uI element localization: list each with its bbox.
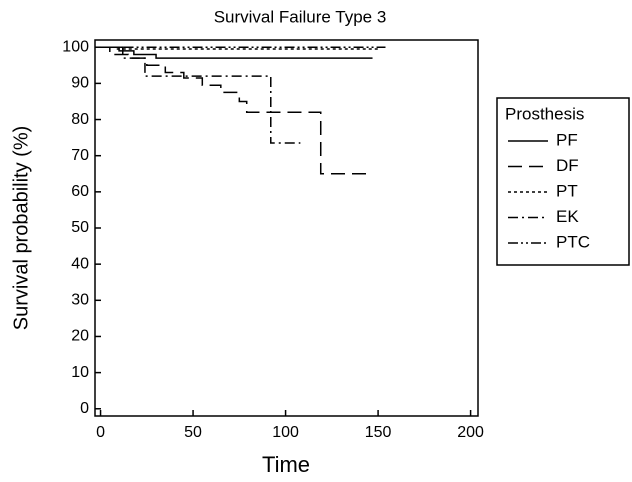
y-tick-label: 60 (71, 183, 89, 200)
x-tick-label: 200 (457, 424, 484, 441)
survival-line (100, 46, 373, 175)
x-tick-label: 50 (184, 424, 202, 441)
y-tick-label: 90 (71, 75, 89, 92)
x-tick-label: 0 (96, 424, 105, 441)
x-tick-label: 150 (365, 424, 392, 441)
x-axis-label: Time (262, 452, 310, 477)
survival-line (100, 46, 301, 144)
y-tick-label: 20 (71, 328, 89, 345)
legend-label: PT (556, 181, 578, 200)
y-tick-label: 50 (71, 219, 89, 236)
y-tick-label: 70 (71, 147, 89, 164)
y-tick-label: 100 (62, 38, 89, 55)
y-tick-label: 10 (71, 364, 89, 381)
plot-frame (94, 39, 479, 417)
chart-title: Survival Failure Type 3 (214, 7, 387, 26)
legend-label: PF (556, 130, 578, 149)
y-tick-label: 30 (71, 292, 89, 309)
x-tick-label: 100 (272, 424, 299, 441)
y-axis-label: Survival probability (%) (10, 126, 32, 331)
y-tick-label: 80 (71, 111, 89, 128)
y-tick-label: 40 (71, 255, 89, 272)
legend-box (496, 97, 630, 266)
legend-label: PTC (556, 232, 590, 251)
y-tick-label: 0 (80, 400, 89, 417)
legend-label: EK (556, 207, 579, 226)
legend-title: Prosthesis (505, 104, 584, 123)
legend-label: DF (556, 156, 579, 175)
